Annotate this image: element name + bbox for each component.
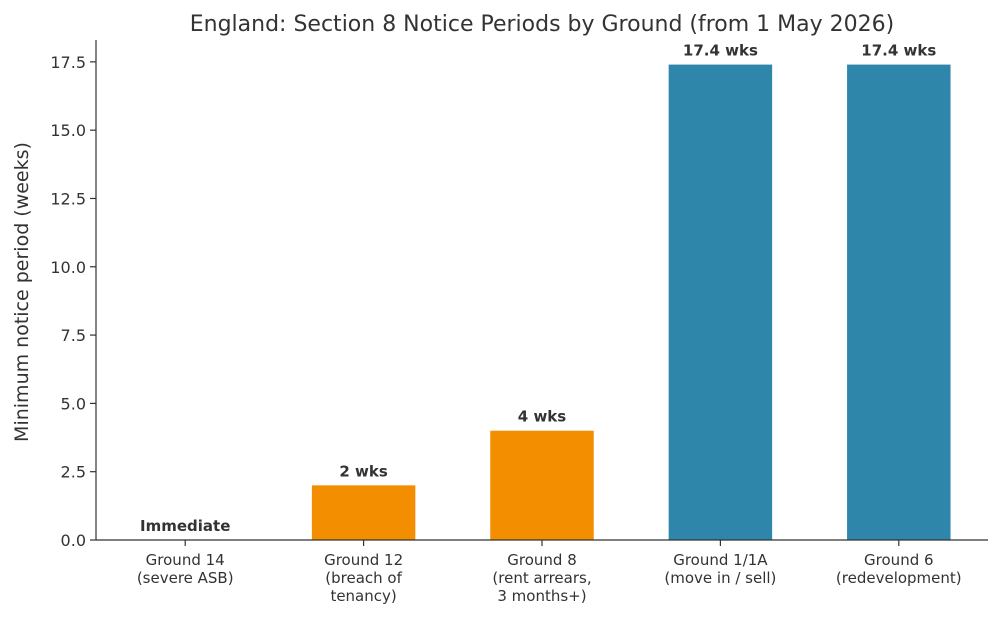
bar-value-label: Immediate bbox=[140, 517, 230, 535]
y-tick-label: 17.5 bbox=[50, 53, 86, 72]
bar-value-label: 17.4 wks bbox=[861, 42, 936, 60]
y-tick-label: 15.0 bbox=[50, 121, 86, 140]
y-tick-label: 12.5 bbox=[50, 189, 86, 208]
bar bbox=[311, 485, 416, 540]
x-tick-label: tenancy) bbox=[330, 587, 396, 605]
x-axis-ticks: Ground 14(severe ASB) Ground 12(breach of… bbox=[137, 540, 962, 605]
bar-value-label: 2 wks bbox=[339, 462, 387, 480]
x-tick-label: Ground 6 bbox=[864, 551, 934, 569]
y-axis-ticks: 0.0 2.5 5.0 7.5 10.0 12.5 15.0 17.5 bbox=[50, 53, 96, 550]
x-tick-label: (rent arrears, bbox=[492, 569, 591, 587]
bars: Immediate 2 wks 4 wks 17.4 wks 17.4 wks bbox=[140, 42, 951, 541]
y-tick-label: 2.5 bbox=[61, 463, 86, 482]
bar bbox=[847, 64, 951, 541]
x-tick-label: (severe ASB) bbox=[137, 569, 234, 587]
bar bbox=[490, 430, 594, 540]
y-tick-label: 5.0 bbox=[61, 394, 86, 413]
x-tick-label: 3 months+) bbox=[497, 587, 586, 605]
bar bbox=[668, 64, 773, 541]
x-tick-label: Ground 14 bbox=[146, 551, 225, 569]
y-tick-label: 10.0 bbox=[50, 258, 86, 277]
x-tick-label: (breach of bbox=[325, 569, 402, 587]
x-tick-label: (move in / sell) bbox=[664, 569, 776, 587]
y-tick-label: 7.5 bbox=[61, 326, 86, 345]
y-tick-label: 0.0 bbox=[61, 531, 86, 550]
bar-value-label: 4 wks bbox=[518, 408, 566, 426]
x-tick-label: Ground 12 bbox=[324, 551, 403, 569]
x-tick-label: Ground 8 bbox=[507, 551, 577, 569]
x-tick-label: Ground 1/1A bbox=[673, 551, 768, 569]
bar-value-label: 17.4 wks bbox=[683, 42, 758, 60]
y-axis-label: Minimum notice period (weeks) bbox=[11, 142, 33, 442]
x-tick-label: (redevelopment) bbox=[836, 569, 962, 587]
chart-title: England: Section 8 Notice Periods by Gro… bbox=[190, 12, 894, 37]
